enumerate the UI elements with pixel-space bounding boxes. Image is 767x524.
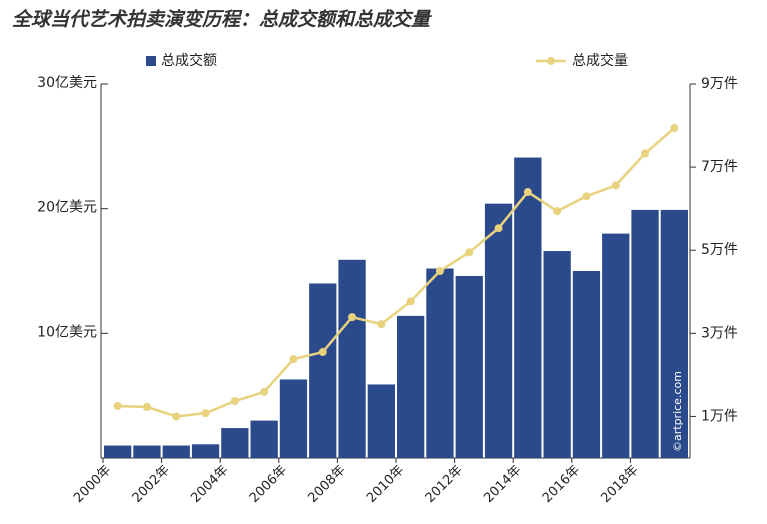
point xyxy=(230,397,239,406)
point xyxy=(582,192,591,201)
y2-tick-label: 3万件 xyxy=(701,325,738,341)
bar xyxy=(221,428,249,458)
bar xyxy=(162,445,190,458)
point xyxy=(435,267,444,275)
point xyxy=(406,297,415,306)
y2-tick-label: 7万件 xyxy=(701,159,738,175)
y-tick-label: 20亿美元 xyxy=(37,200,97,216)
point xyxy=(553,207,562,216)
x-tick-label: 2010年 xyxy=(364,463,407,506)
point xyxy=(318,348,327,357)
point xyxy=(201,409,210,418)
point xyxy=(348,313,357,322)
x-tick-label: 2006年 xyxy=(247,463,290,506)
x-tick-label: 2018年 xyxy=(599,463,642,506)
bar xyxy=(572,271,601,458)
y2-tick-label: 5万件 xyxy=(701,242,738,258)
y2-tick-label: 9万件 xyxy=(701,76,738,92)
x-tick-label: 2016年 xyxy=(540,463,583,506)
line xyxy=(117,127,676,418)
bar xyxy=(133,445,161,458)
bar xyxy=(309,283,337,458)
legend-label: 总成交额 xyxy=(161,52,217,69)
bar xyxy=(104,445,132,458)
bar xyxy=(631,209,659,458)
point xyxy=(172,412,181,421)
point xyxy=(670,124,679,133)
x-tick-label: 2002年 xyxy=(130,463,173,506)
point xyxy=(113,402,122,411)
bar xyxy=(191,444,220,458)
y-tick-label: 30亿美元 xyxy=(37,75,97,91)
point xyxy=(377,320,386,329)
bar xyxy=(338,259,366,458)
bar xyxy=(397,315,425,458)
bar xyxy=(367,384,395,458)
point xyxy=(641,149,650,158)
y-tick-label: 10亿美元 xyxy=(37,324,97,340)
bar xyxy=(279,379,308,458)
point xyxy=(260,387,269,396)
x-tick-label: 2000年 xyxy=(71,463,114,506)
y2-tick-label: 1万件 xyxy=(701,408,738,424)
bar xyxy=(660,209,688,458)
point xyxy=(611,181,620,190)
point xyxy=(142,402,151,411)
bar xyxy=(484,203,513,458)
chart-title: 全球当代艺术拍卖演变历程：总成交额和总成交量 xyxy=(12,9,432,31)
bar xyxy=(455,275,483,458)
legend-marker xyxy=(547,57,555,65)
point xyxy=(465,248,474,257)
x-tick-label: 2008年 xyxy=(306,463,349,506)
legend-swatch xyxy=(146,56,156,66)
x-tick-label: 2004年 xyxy=(188,463,231,506)
point xyxy=(494,224,503,233)
watermark: ©artprice.com xyxy=(671,371,684,452)
bar xyxy=(543,251,571,458)
point xyxy=(289,355,298,364)
x-tick-label: 2014年 xyxy=(481,463,524,506)
bar xyxy=(250,420,278,458)
legend-label: 总成交量 xyxy=(572,52,628,69)
x-tick-label: 2012年 xyxy=(423,463,466,506)
bar xyxy=(602,233,630,458)
point xyxy=(523,188,532,197)
bar xyxy=(514,157,542,458)
bar xyxy=(426,268,454,458)
